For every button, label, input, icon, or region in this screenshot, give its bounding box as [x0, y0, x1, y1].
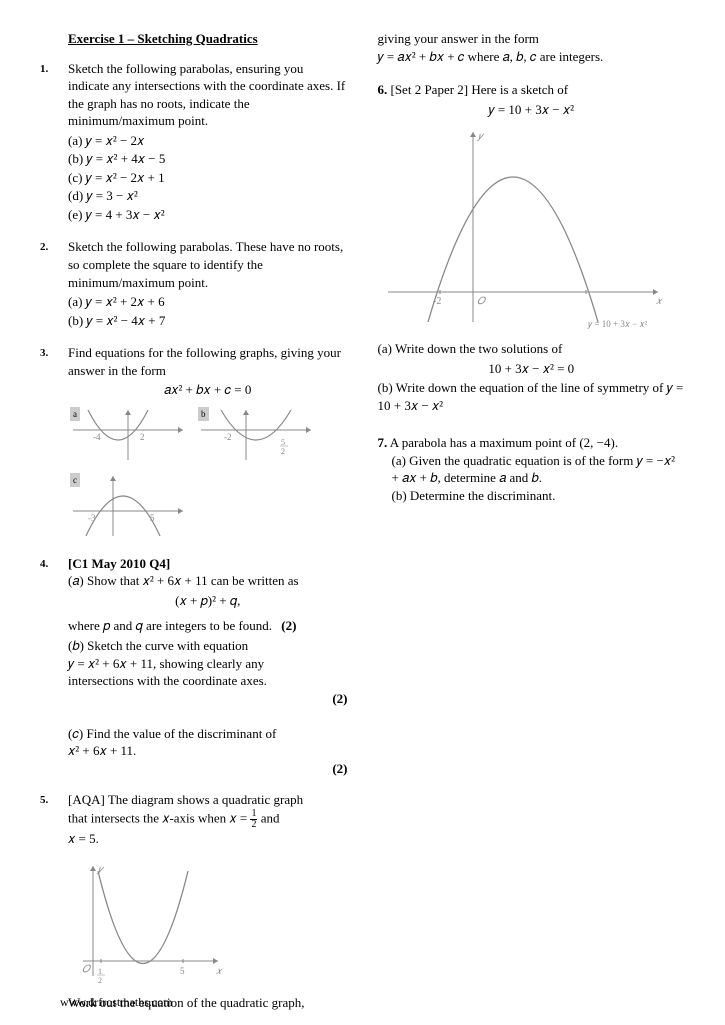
svg-text:𝑦 = 10 + 3𝑥 − 𝑥²: 𝑦 = 10 + 3𝑥 − 𝑥² [587, 319, 647, 329]
q5-body: [AQA] The diagram shows a quadratic grap… [68, 791, 348, 1011]
q4-number: 4. [40, 555, 68, 778]
q1-d: (d) 𝑦 = 3 − 𝑥² [68, 187, 348, 205]
q3-body: Find equations for the following graphs,… [68, 344, 348, 541]
svg-text:-2: -2 [433, 296, 441, 307]
q3-number: 3. [40, 344, 68, 541]
svg-text:2: 2 [98, 976, 102, 985]
q1-text: Sketch the following parabolas, ensuring… [68, 61, 345, 129]
q1-e: (e) 𝑦 = 4 + 3𝑥 − 𝑥² [68, 206, 348, 224]
q6-graph: -2 𝑂 𝑦 𝑥 𝑦 = 10 + 3𝑥 − 𝑥² [378, 122, 668, 332]
question-7: 7. A parabola has a maximum point of (2,… [378, 434, 686, 504]
q7-number: 7. [378, 435, 388, 450]
q4-a-eq: (𝑥 + 𝑝)² + 𝑞, [68, 592, 348, 610]
q6-b: (b) Write down the equation of the line … [378, 379, 686, 414]
q4-b: (𝑏) Sketch the curve with equation 𝑦 = 𝑥… [68, 637, 348, 690]
q6-text: [Set 2 Paper 2] Here is a sketch of [391, 82, 569, 97]
svg-text:𝑂: 𝑂 [477, 296, 487, 307]
svg-text:5: 5 [150, 513, 155, 523]
q3-equation: 𝑎𝑥² + 𝑏𝑥 + 𝑐 = 0 [68, 381, 348, 399]
svg-text:𝑥: 𝑥 [216, 966, 223, 977]
question-5: 5. [AQA] The diagram shows a quadratic g… [40, 791, 348, 1011]
q2-text: Sketch the following parabolas. These ha… [68, 239, 343, 289]
q3-graph-c: c -3 5 [68, 471, 188, 541]
svg-text:-2: -2 [224, 432, 232, 442]
q3-text: Find equations for the following graphs,… [68, 345, 341, 378]
q7-text: A parabola has a maximum point of (2, −4… [390, 435, 618, 450]
q4-b-marks: (2) [68, 690, 348, 708]
q3-graph-a-svg: -4 2 [68, 405, 188, 465]
q4-title: [C1 May 2010 Q4] [68, 555, 348, 573]
q4-c: (𝑐) Find the value of the discriminant o… [68, 726, 276, 759]
q7-a: (a) Given the quadratic equation is of t… [392, 452, 686, 487]
q5-text2-post: and [257, 810, 279, 825]
left-column: Exercise 1 – Sketching Quadratics 1. Ske… [40, 30, 348, 1025]
q5-text1: [AQA] The diagram shows a quadratic grap… [68, 791, 348, 809]
q2-body: Sketch the following parabolas. These ha… [68, 238, 348, 330]
q2-b: (b) 𝑦 = 𝑥² − 4𝑥 + 7 [68, 312, 348, 330]
q5-number: 5. [40, 791, 68, 1011]
svg-text:-3: -3 [88, 513, 96, 523]
q1-c: (c) 𝑦 = 𝑥² − 2𝑥 + 1 [68, 169, 348, 187]
q2-a: (a) 𝑦 = 𝑥² + 2𝑥 + 6 [68, 293, 348, 311]
q6-a: (a) Write down the two solutions of [378, 340, 686, 358]
q1-b: (b) 𝑦 = 𝑥² + 4𝑥 − 5 [68, 150, 348, 168]
svg-text:5: 5 [281, 438, 285, 447]
q3-graph-b: b -2 5 2 [196, 405, 316, 465]
svg-text:1: 1 [98, 967, 102, 976]
svg-text:𝑥: 𝑥 [656, 296, 663, 307]
q4-a-marks: (2) [281, 618, 296, 633]
r-top-text2: 𝑦 = 𝑎𝑥² + 𝑏𝑥 + 𝑐 where 𝑎, 𝑏, 𝑐 are integ… [378, 48, 686, 66]
q5-text2: that intersects the 𝑥-axis when 𝑥 = 12 a… [68, 809, 348, 830]
r-top-text1: giving your answer in the form [378, 30, 686, 48]
q7-b: (b) Determine the discriminant. [392, 487, 686, 505]
question-2: 2. Sketch the following parabolas. These… [40, 238, 348, 330]
q1-a: (a) 𝑦 = 𝑥² − 2𝑥 [68, 132, 348, 150]
q3-graph-b-svg: -2 5 2 [196, 405, 316, 465]
question-4: 4. [C1 May 2010 Q4] (𝑎) Show that 𝑥² + 6… [40, 555, 348, 778]
q3-graph-c-label: c [70, 473, 80, 487]
question-6: 6. [Set 2 Paper 2] Here is a sketch of 𝑦… [378, 81, 686, 414]
svg-text:5: 5 [180, 966, 185, 976]
q3-graph-b-label: b [198, 407, 209, 421]
exercise-title: Exercise 1 – Sketching Quadratics [68, 30, 348, 48]
q6-a-eq: 10 + 3𝑥 − 𝑥² = 0 [378, 360, 686, 378]
two-column-layout: Exercise 1 – Sketching Quadratics 1. Ske… [40, 30, 685, 1025]
q1-number: 1. [40, 60, 68, 225]
q3-graph-a: a -4 2 [68, 405, 188, 465]
svg-text:𝑦: 𝑦 [476, 131, 485, 142]
q6-eq: 𝑦 = 10 + 3𝑥 − 𝑥² [378, 101, 686, 119]
footer-url: www.drfrostmaths.com [60, 994, 173, 1010]
q4-a-pre: (𝑎) Show that 𝑥² + 6𝑥 + 11 can be writte… [68, 572, 348, 590]
question-3: 3. Find equations for the following grap… [40, 344, 348, 541]
q5-text3: 𝑥 = 5. [68, 830, 348, 848]
q3-graph-c-svg: -3 5 [68, 471, 188, 541]
q4-body: [C1 May 2010 Q4] (𝑎) Show that 𝑥² + 6𝑥 +… [68, 555, 348, 778]
svg-text:-4: -4 [93, 432, 101, 442]
svg-text:2: 2 [140, 432, 145, 442]
question-1: 1. Sketch the following parabolas, ensur… [40, 60, 348, 225]
svg-text:𝑦: 𝑦 [96, 864, 105, 875]
q5-graph: 𝑂 1 2 5 𝑦 𝑥 [68, 856, 228, 986]
q4-a-post: where 𝑝 and 𝑞 are integers to be found. [68, 618, 272, 633]
svg-text:𝑂: 𝑂 [82, 964, 92, 975]
q1-body: Sketch the following parabolas, ensuring… [68, 60, 348, 225]
q5-continuation: giving your answer in the form 𝑦 = 𝑎𝑥² +… [378, 30, 686, 65]
q6-number: 6. [378, 82, 388, 97]
q4-c-marks: (2) [332, 760, 347, 778]
q3-graph-a-label: a [70, 407, 80, 421]
right-column: giving your answer in the form 𝑦 = 𝑎𝑥² +… [378, 30, 686, 1025]
q2-number: 2. [40, 238, 68, 330]
svg-text:2: 2 [281, 447, 285, 456]
q5-text2-pre: that intersects the 𝑥-axis when 𝑥 = [68, 810, 250, 825]
